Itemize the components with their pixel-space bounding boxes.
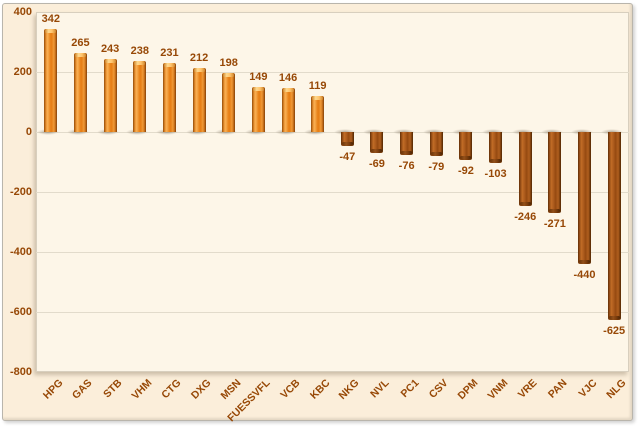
bar-top-highlight xyxy=(104,59,116,64)
bar-top-highlight xyxy=(312,96,324,101)
bar-top-highlight xyxy=(45,29,57,34)
bar-top-highlight xyxy=(223,72,235,77)
bar-bottom-cap xyxy=(579,260,591,264)
bar-positive xyxy=(251,87,265,132)
bar-value-label: 198 xyxy=(219,56,238,69)
gridline xyxy=(36,252,629,253)
bar-positive xyxy=(222,72,236,132)
bar-value-label: -79 xyxy=(428,160,445,173)
bar-bottom-cap xyxy=(608,315,620,320)
gridline xyxy=(36,72,629,73)
bar-positive xyxy=(133,60,147,132)
gridline xyxy=(36,312,629,313)
bar-positive xyxy=(162,62,176,132)
bar-value-label: -47 xyxy=(339,151,356,164)
bar-base-shadow xyxy=(96,129,119,135)
bar-positive xyxy=(44,29,58,132)
bar-bottom-cap xyxy=(430,151,442,156)
bar-value-label: -246 xyxy=(514,210,537,223)
bar-base-shadow xyxy=(66,129,89,135)
bar-bottom-cap xyxy=(460,155,472,160)
bar-top-highlight xyxy=(74,52,86,57)
y-axis-tick-label: 200 xyxy=(13,66,32,78)
bar-base-shadow xyxy=(304,129,327,135)
bar-negative xyxy=(459,132,473,160)
bar-negative xyxy=(370,132,384,153)
bar-value-label: -92 xyxy=(457,164,474,177)
bar-bottom-cap xyxy=(519,201,531,206)
y-axis-tick-label: 400 xyxy=(13,6,32,18)
bar-value-label: 119 xyxy=(308,80,327,93)
bar-base-shadow xyxy=(155,129,178,135)
bar-value-label: 243 xyxy=(100,43,120,56)
bar-value-label: -625 xyxy=(603,324,626,337)
bar-bottom-cap xyxy=(371,148,383,153)
bar-bottom-cap xyxy=(341,142,353,147)
bar-value-label: -76 xyxy=(398,159,415,172)
bar-bottom-cap xyxy=(401,150,413,155)
y-axis-tick-label: -200 xyxy=(9,186,32,198)
gridline xyxy=(36,192,629,193)
bar-value-label: -271 xyxy=(543,218,566,231)
bar-value-label: 212 xyxy=(189,52,209,65)
bar-value-label: 238 xyxy=(130,44,149,57)
bar-base-shadow xyxy=(215,129,238,135)
bar-positive xyxy=(73,52,87,132)
bar-value-label: -440 xyxy=(573,269,596,281)
bar-top-highlight xyxy=(163,62,175,67)
gridline xyxy=(36,132,629,133)
bar-top-highlight xyxy=(282,88,294,93)
bar-base-shadow xyxy=(274,129,297,135)
bar-negative xyxy=(340,132,354,147)
bar-negative xyxy=(607,132,621,320)
bar-positive xyxy=(103,59,117,132)
bar-top-highlight xyxy=(193,68,205,73)
bar-value-label: -103 xyxy=(484,167,507,180)
bar-value-label: 149 xyxy=(249,71,268,84)
y-axis-tick-label: -400 xyxy=(9,246,32,258)
bar-value-label: 342 xyxy=(41,13,60,26)
bar-negative xyxy=(518,132,532,206)
chart-frame: 400 200 0 -200 -400 -600 -800 342 265 243 238 231 2… xyxy=(2,3,633,424)
bar-negative xyxy=(400,132,414,155)
bar-positive xyxy=(281,88,295,132)
bar-negative xyxy=(429,132,443,156)
bar-positive xyxy=(192,68,206,132)
bar-base-shadow xyxy=(37,129,60,135)
bar-positive xyxy=(311,96,325,132)
y-axis-tick-label: -800 xyxy=(9,366,32,378)
bar-bottom-cap xyxy=(549,209,561,214)
bar-top-highlight xyxy=(134,60,146,65)
bar-top-highlight xyxy=(252,87,264,92)
bar-base-shadow xyxy=(126,129,149,135)
bar-value-label: 265 xyxy=(71,36,90,49)
bar-negative xyxy=(578,132,592,264)
y-axis-tick-label: 0 xyxy=(25,126,32,138)
bar-value-label: 146 xyxy=(278,72,298,85)
bar-bottom-cap xyxy=(490,158,502,163)
bar-base-shadow xyxy=(244,129,267,135)
y-axis-tick-label: -600 xyxy=(9,306,32,318)
bar-negative xyxy=(489,132,503,163)
bar-value-label: -69 xyxy=(369,157,385,170)
bar-negative xyxy=(548,132,562,214)
bar-base-shadow xyxy=(185,129,208,135)
bar-value-label: 231 xyxy=(160,46,179,59)
